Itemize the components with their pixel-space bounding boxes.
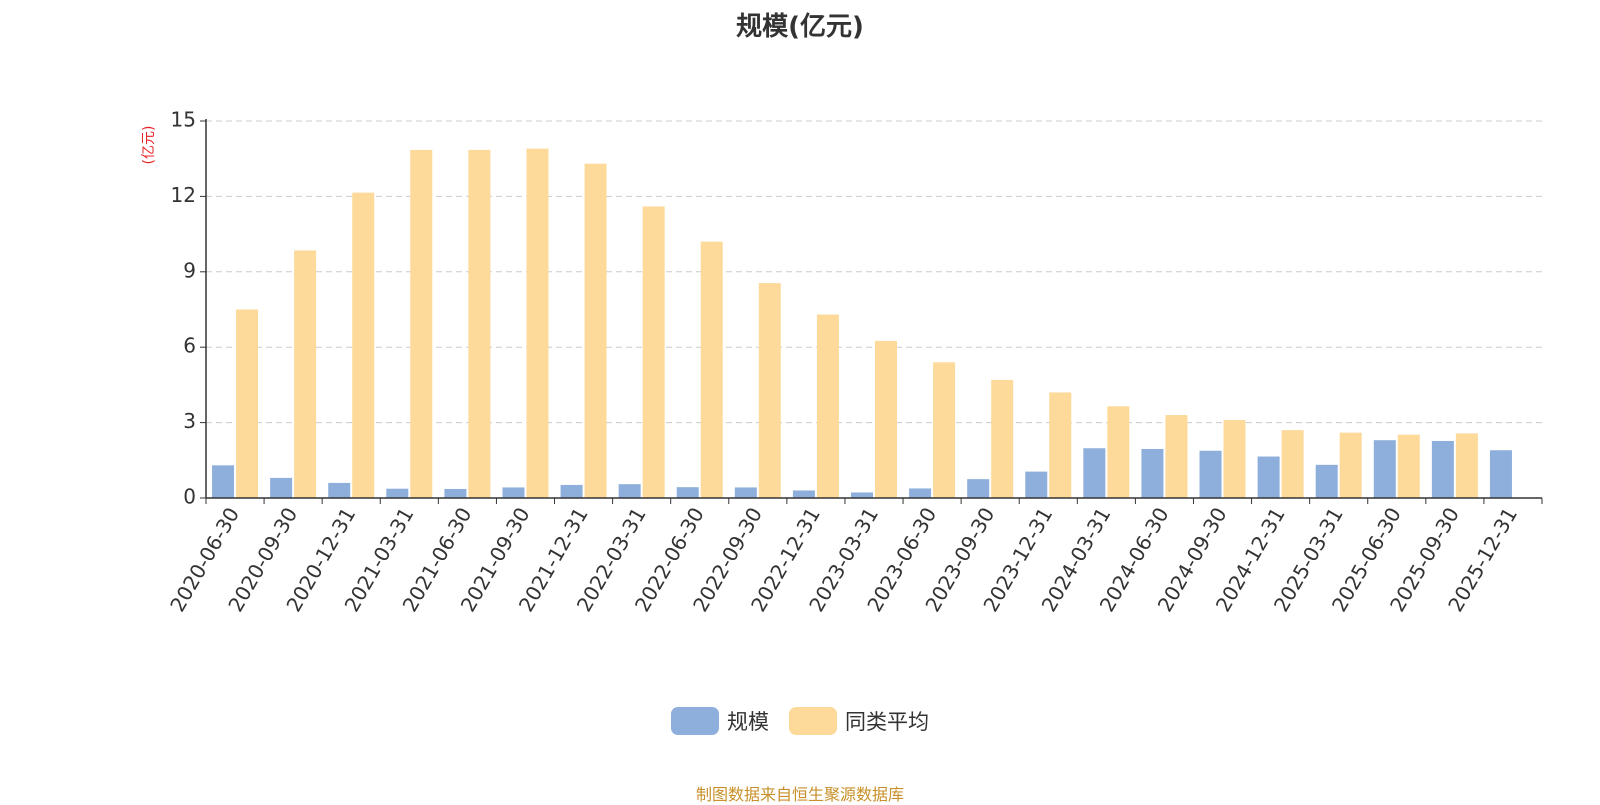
bar-peer-average-2023-03-31[interactable] — [875, 340, 897, 498]
legend-swatch-scale — [671, 707, 719, 735]
grid-layer — [206, 120, 1542, 424]
bar-peer-average-2022-06-30[interactable] — [700, 241, 723, 498]
legend-item-scale[interactable]: 规模 — [671, 706, 769, 736]
y-tick-label: 6 — [183, 334, 196, 358]
chart-title: 规模(亿元) — [736, 12, 864, 42]
bar-scale-2024-09-30[interactable] — [1199, 450, 1222, 498]
bar-peer-average-2022-03-31[interactable] — [642, 206, 665, 498]
bar-peer-average-2024-06-30[interactable] — [1165, 415, 1188, 498]
bar-peer-average-2021-09-30[interactable] — [526, 148, 549, 498]
bar-scale-2022-03-31[interactable] — [618, 484, 641, 498]
bar-scale-2023-06-30[interactable] — [909, 488, 932, 498]
bar-scale-2023-03-31[interactable] — [851, 492, 873, 498]
source-note: 制图数据来自恒生聚源数据库 — [695, 785, 904, 804]
bar-peer-average-2021-12-31[interactable] — [584, 163, 607, 498]
bar-peer-average-2024-03-31[interactable] — [1107, 406, 1130, 498]
bar-scale-2022-12-31[interactable] — [792, 490, 815, 498]
bar-scale-2020-09-30[interactable] — [270, 477, 293, 498]
bar-scale-2023-12-31[interactable] — [1025, 471, 1048, 498]
bar-peer-average-2022-12-31[interactable] — [816, 314, 839, 498]
y-tick-label: 0 — [183, 485, 196, 509]
bar-peer-average-2025-03-31[interactable] — [1339, 432, 1362, 498]
bar-peer-average-2020-09-30[interactable] — [294, 250, 317, 498]
bar-scale-2021-03-31[interactable] — [386, 488, 409, 498]
legend-label-scale: 规模 — [727, 710, 769, 734]
legend: 规模 同类平均 — [0, 706, 1600, 736]
bar-scale-2025-06-30[interactable] — [1373, 440, 1396, 498]
bar-scale-2025-09-30[interactable] — [1431, 440, 1454, 498]
bar-scale-2021-12-31[interactable] — [560, 484, 583, 498]
bar-peer-average-2025-06-30[interactable] — [1397, 434, 1420, 498]
bar-peer-average-2024-12-31[interactable] — [1281, 430, 1304, 498]
bar-peer-average-2021-03-31[interactable] — [410, 149, 433, 499]
bar-scale-2025-12-31[interactable] — [1489, 450, 1512, 498]
bar-scale-2025-03-31[interactable] — [1315, 464, 1338, 498]
bars-layer — [212, 148, 1512, 499]
bar-scale-2022-09-30[interactable] — [734, 487, 757, 498]
bar-peer-average-2023-09-30[interactable] — [991, 379, 1014, 498]
bar-peer-average-2024-09-30[interactable] — [1223, 420, 1246, 498]
legend-label-peer-average: 同类平均 — [845, 710, 929, 734]
bar-scale-2023-09-30[interactable] — [967, 479, 990, 498]
legend-item-peer-average[interactable]: 同类平均 — [789, 706, 929, 736]
bar-peer-average-2020-06-30[interactable] — [236, 309, 259, 499]
bar-scale-2024-03-31[interactable] — [1083, 448, 1106, 498]
bar-scale-2021-09-30[interactable] — [502, 487, 525, 498]
y-tick-label: 15 — [171, 108, 196, 132]
bar-peer-average-2020-12-31[interactable] — [352, 192, 375, 498]
y-tick-label: 12 — [171, 183, 196, 207]
bar-scale-2022-06-30[interactable] — [676, 487, 699, 498]
legend-swatch-peer-average — [789, 707, 837, 735]
bar-scale-2024-06-30[interactable] — [1141, 448, 1164, 498]
bar-scale-2024-12-31[interactable] — [1257, 456, 1280, 498]
bar-peer-average-2022-09-30[interactable] — [758, 283, 781, 498]
bar-peer-average-2025-09-30[interactable] — [1455, 433, 1478, 498]
bar-peer-average-2023-06-30[interactable] — [933, 362, 956, 498]
y-tick-label: 9 — [183, 258, 196, 282]
y-tick-label: 3 — [183, 409, 196, 433]
bar-peer-average-2021-06-30[interactable] — [468, 149, 491, 499]
bar-peer-average-2023-12-31[interactable] — [1049, 392, 1072, 498]
bar-scale-2020-06-30[interactable] — [212, 465, 235, 498]
bar-scale-2021-06-30[interactable] — [444, 488, 467, 498]
bar-scale-2020-12-31[interactable] — [328, 482, 351, 498]
y-axis-label: (亿元) — [141, 126, 157, 165]
